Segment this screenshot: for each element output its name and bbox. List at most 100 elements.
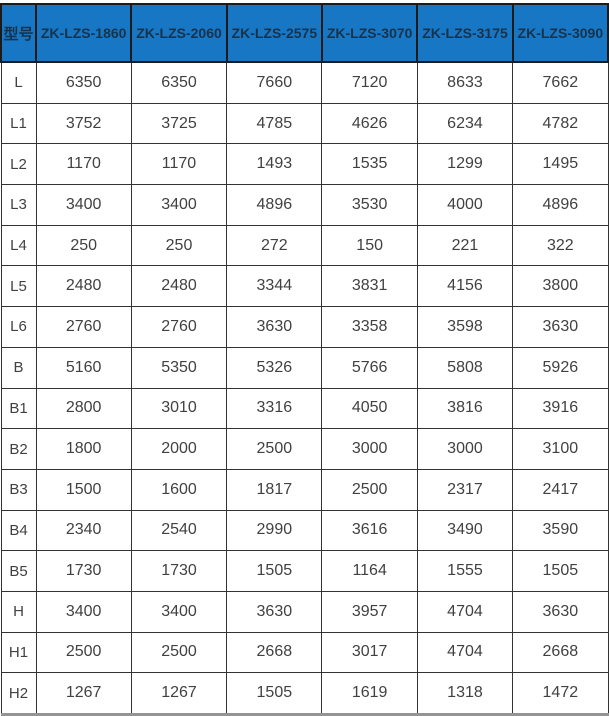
table-row: L5 2480 2480 3344 3831 4156 3800 [0, 265, 609, 308]
row-label: B2 [0, 428, 37, 470]
table-row: L4 250 250 272 150 221 322 [0, 224, 609, 267]
value-cell: 1505 [226, 672, 323, 715]
value-cell: 7660 [226, 61, 323, 104]
table-row: H 3400 3400 3630 3957 4704 3630 [0, 590, 609, 633]
table-row: B4 2340 2540 2990 3616 3490 3590 [0, 509, 609, 552]
value-cell: 2000 [130, 428, 228, 470]
row-label: L [0, 61, 37, 104]
value-cell: 1170 [35, 143, 132, 186]
value-cell: 7120 [321, 61, 418, 104]
value-cell: 5350 [130, 346, 228, 389]
value-cell: 3630 [512, 590, 609, 633]
value-cell: 2417 [512, 468, 609, 511]
table-row: B3 1500 1600 1817 2500 2317 2417 [0, 468, 609, 511]
table-row: B5 1730 1730 1505 1164 1555 1505 [0, 550, 609, 592]
table-row: L3 3400 3400 4896 3530 4000 4896 [0, 184, 609, 226]
row-label: B5 [0, 550, 37, 592]
value-cell: 3831 [321, 265, 418, 308]
value-cell: 3400 [130, 590, 228, 633]
value-cell: 3630 [226, 306, 323, 348]
value-cell: 3957 [321, 590, 418, 633]
row-label: B [0, 346, 37, 389]
header-row: 型号 ZK-LZS-1860 ZK-LZS-2060 ZK-LZS-2575 Z… [0, 3, 609, 63]
value-cell: 4704 [416, 590, 514, 633]
table-row: H2 1267 1267 1505 1619 1318 1472 [0, 672, 609, 715]
value-cell: 1730 [35, 550, 132, 592]
column-header: ZK-LZS-2575 [225, 3, 323, 63]
value-cell: 1472 [512, 672, 609, 715]
value-cell: 4050 [321, 387, 418, 430]
value-cell: 2760 [35, 306, 132, 348]
value-cell: 4896 [512, 184, 609, 226]
value-cell: 250 [130, 224, 228, 267]
row-label: H1 [0, 631, 37, 674]
value-cell: 5160 [35, 346, 132, 389]
value-cell: 1555 [416, 550, 514, 592]
value-cell: 1170 [130, 143, 228, 186]
value-cell: 3400 [35, 184, 132, 226]
value-cell: 3916 [512, 387, 609, 430]
value-cell: 2500 [321, 468, 418, 511]
value-cell: 250 [35, 224, 132, 267]
column-header: ZK-LZS-1860 [34, 3, 133, 63]
value-cell: 1800 [35, 428, 132, 470]
value-cell: 1817 [226, 468, 323, 511]
row-label: L2 [0, 143, 37, 186]
value-cell: 1267 [35, 672, 132, 715]
value-cell: 3344 [226, 265, 323, 308]
value-cell: 3490 [416, 509, 514, 552]
value-cell: 3010 [130, 387, 228, 430]
value-cell: 2800 [35, 387, 132, 430]
value-cell: 1600 [130, 468, 228, 511]
value-cell: 3400 [35, 590, 132, 633]
value-cell: 4896 [226, 184, 323, 226]
value-cell: 1299 [416, 143, 514, 186]
column-header: ZK-LZS-2060 [130, 3, 228, 63]
value-cell: 3358 [321, 306, 418, 348]
value-cell: 6350 [35, 61, 132, 104]
value-cell: 3630 [226, 590, 323, 633]
value-cell: 2500 [130, 631, 228, 674]
value-cell: 3400 [130, 184, 228, 226]
value-cell: 221 [416, 224, 514, 267]
value-cell: 2480 [130, 265, 228, 308]
row-label: B3 [0, 468, 37, 511]
table-row: B1 2800 3010 3316 4050 3816 3916 [0, 387, 609, 430]
value-cell: 8633 [416, 61, 514, 104]
value-cell: 3530 [321, 184, 418, 226]
value-cell: 322 [512, 224, 609, 267]
corner-header-cell: 型号 [0, 3, 37, 63]
value-cell: 3000 [321, 428, 418, 470]
spec-table: 型号 ZK-LZS-1860 ZK-LZS-2060 ZK-LZS-2575 Z… [0, 3, 609, 716]
table-row: B 5160 5350 5326 5766 5808 5926 [0, 346, 609, 389]
row-label: B4 [0, 509, 37, 552]
value-cell: 5808 [416, 346, 514, 389]
row-label: L5 [0, 265, 37, 308]
value-cell: 2340 [35, 509, 132, 552]
value-cell: 1267 [130, 672, 228, 715]
value-cell: 4000 [416, 184, 514, 226]
row-label: L1 [0, 102, 37, 145]
value-cell: 2500 [35, 631, 132, 674]
value-cell: 6350 [130, 61, 228, 104]
value-cell: 5926 [512, 346, 609, 389]
value-cell: 3000 [416, 428, 514, 470]
value-cell: 1535 [321, 143, 418, 186]
row-label: B1 [0, 387, 37, 430]
value-cell: 4156 [416, 265, 514, 308]
value-cell: 2480 [35, 265, 132, 308]
value-cell: 2668 [226, 631, 323, 674]
value-cell: 1730 [130, 550, 228, 592]
row-label: H2 [0, 672, 37, 715]
value-cell: 2317 [416, 468, 514, 511]
value-cell: 4626 [321, 102, 418, 145]
value-cell: 1493 [226, 143, 323, 186]
table-row: L6 2760 2760 3630 3358 3598 3630 [0, 306, 609, 348]
table-row: B2 1800 2000 2500 3000 3000 3100 [0, 428, 609, 470]
table-row: L2 1170 1170 1493 1535 1299 1495 [0, 143, 609, 186]
row-label: L3 [0, 184, 37, 226]
value-cell: 5326 [226, 346, 323, 389]
value-cell: 4785 [226, 102, 323, 145]
value-cell: 6234 [416, 102, 514, 145]
